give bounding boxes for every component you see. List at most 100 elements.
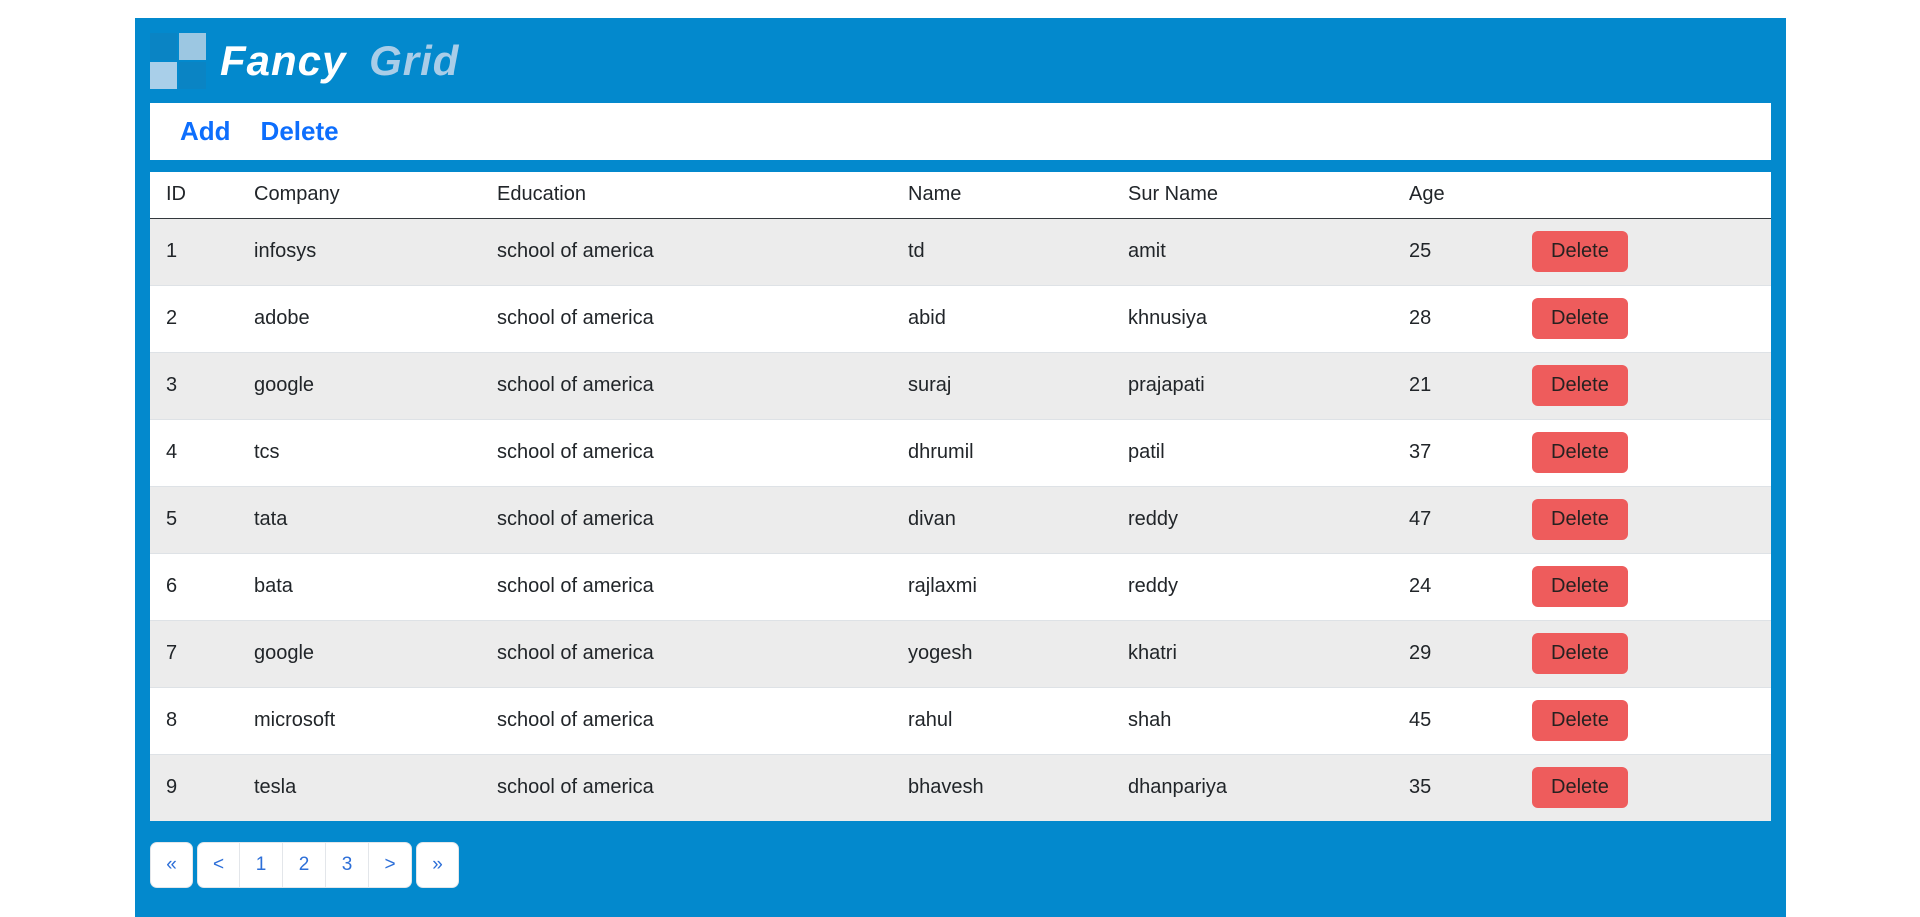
column-header-name: Name — [892, 172, 1112, 219]
pagination-page-2-button[interactable]: 2 — [283, 842, 326, 888]
cell-surname: reddy — [1128, 575, 1179, 597]
cell-company: bata — [254, 575, 293, 597]
logo-square-dark-2 — [179, 61, 206, 89]
cell-action: Delete — [1516, 553, 1771, 620]
cell-education: school of america — [497, 776, 654, 799]
pagination-last-button[interactable]: » — [416, 842, 459, 888]
cell-id: 6 — [166, 575, 178, 597]
cell-action: Delete — [1516, 754, 1771, 821]
table-row: 9 tesla school of america bhavesh dhanpa… — [150, 754, 1771, 821]
cell-company: adobe — [254, 307, 310, 329]
column-header-education: Education — [481, 172, 892, 219]
cell-age: 28 — [1409, 307, 1432, 329]
cell-company: tesla — [254, 776, 297, 799]
table-row: 6 bata school of america rajlaxmi reddy … — [150, 553, 1771, 620]
pagination: « < 1 2 3 > » — [150, 842, 1786, 888]
cell-action: Delete — [1516, 687, 1771, 754]
cell-name: dhrumil — [908, 441, 974, 463]
cell-age: 29 — [1409, 642, 1432, 664]
data-grid-panel: ID Company Education Name Sur Name Age 1… — [150, 172, 1771, 821]
cell-id: 9 — [166, 776, 178, 799]
cell-name: suraj — [908, 374, 952, 396]
column-header-age: Age — [1393, 172, 1516, 219]
table-row: 5 tata school of america divan reddy 47 … — [150, 486, 1771, 553]
row-delete-button[interactable]: Delete — [1532, 298, 1628, 339]
cell-education: school of america — [497, 575, 654, 597]
row-delete-button[interactable]: Delete — [1532, 499, 1628, 540]
cell-education: school of america — [497, 240, 654, 262]
cell-name: rajlaxmi — [908, 575, 977, 597]
cell-company: google — [254, 374, 315, 396]
app-title-primary: Fancy — [220, 36, 347, 84]
table-row: 8 microsoft school of america rahul shah… — [150, 687, 1771, 754]
cell-age: 45 — [1409, 709, 1432, 731]
cell-surname: patil — [1128, 441, 1165, 463]
cell-id: 7 — [166, 642, 178, 664]
logo-square-dark-1 — [150, 32, 177, 60]
cell-surname: khatri — [1128, 642, 1177, 664]
cell-education: school of america — [497, 508, 654, 530]
delete-link[interactable]: Delete — [260, 116, 339, 146]
cell-age: 47 — [1409, 508, 1432, 530]
app-title-secondary: Grid — [369, 36, 460, 84]
pagination-prev-button[interactable]: < — [197, 842, 240, 888]
table-body: 1 infosys school of america td amit 25 D… — [150, 218, 1771, 821]
toolbar: Add Delete — [150, 103, 1771, 160]
cell-company: google — [254, 642, 315, 664]
add-link[interactable]: Add — [180, 116, 231, 146]
cell-age: 21 — [1409, 374, 1432, 396]
data-grid: ID Company Education Name Sur Name Age 1… — [150, 172, 1771, 821]
cell-education: school of america — [497, 709, 654, 731]
cell-surname: dhanpariya — [1128, 776, 1227, 799]
table-row: 2 adobe school of america abid khnusiya … — [150, 285, 1771, 352]
column-header-surname: Sur Name — [1112, 172, 1393, 219]
cell-age: 35 — [1409, 776, 1432, 799]
cell-education: school of america — [497, 307, 654, 329]
app-title: Fancy Grid — [220, 37, 459, 85]
cell-name: bhavesh — [908, 776, 984, 799]
cell-name: rahul — [908, 709, 953, 731]
cell-education: school of america — [497, 441, 654, 463]
cell-company: microsoft — [254, 709, 336, 731]
pagination-page-1-button[interactable]: 1 — [240, 842, 283, 888]
cell-name: td — [908, 240, 925, 262]
cell-id: 2 — [166, 307, 178, 329]
logo-square-light-2 — [150, 61, 177, 89]
row-delete-button[interactable]: Delete — [1532, 633, 1628, 674]
cell-surname: prajapati — [1128, 374, 1205, 396]
row-delete-button[interactable]: Delete — [1532, 767, 1628, 809]
row-delete-button[interactable]: Delete — [1532, 566, 1628, 607]
cell-company: infosys — [254, 240, 317, 262]
cell-action: Delete — [1516, 352, 1771, 419]
cell-education: school of america — [497, 374, 654, 396]
cell-action: Delete — [1516, 419, 1771, 486]
cell-id: 1 — [166, 240, 178, 262]
column-header-company: Company — [238, 172, 481, 219]
cell-action: Delete — [1516, 620, 1771, 687]
pagination-page-3-button[interactable]: 3 — [326, 842, 369, 888]
pagination-next-button[interactable]: > — [369, 842, 412, 888]
row-delete-button[interactable]: Delete — [1532, 432, 1628, 473]
cell-surname: khnusiya — [1128, 307, 1207, 329]
cell-action: Delete — [1516, 218, 1771, 285]
logo-square-light-1 — [179, 32, 206, 60]
cell-company: tata — [254, 508, 288, 530]
pagination-first-button[interactable]: « — [150, 842, 193, 888]
cell-age: 25 — [1409, 240, 1432, 262]
cell-age: 24 — [1409, 575, 1432, 597]
column-header-id: ID — [150, 172, 238, 219]
cell-action: Delete — [1516, 486, 1771, 553]
cell-education: school of america — [497, 642, 654, 664]
row-delete-button[interactable]: Delete — [1532, 365, 1628, 406]
cell-surname: reddy — [1128, 508, 1179, 530]
cell-name: yogesh — [908, 642, 973, 664]
table-row: 3 google school of america suraj prajapa… — [150, 352, 1771, 419]
cell-company: tcs — [254, 441, 280, 463]
cell-action: Delete — [1516, 285, 1771, 352]
row-delete-button[interactable]: Delete — [1532, 231, 1628, 272]
table-header-row: ID Company Education Name Sur Name Age — [150, 172, 1771, 219]
cell-age: 37 — [1409, 441, 1432, 463]
row-delete-button[interactable]: Delete — [1532, 700, 1628, 741]
cell-name: abid — [908, 307, 946, 329]
cell-surname: shah — [1128, 709, 1172, 731]
